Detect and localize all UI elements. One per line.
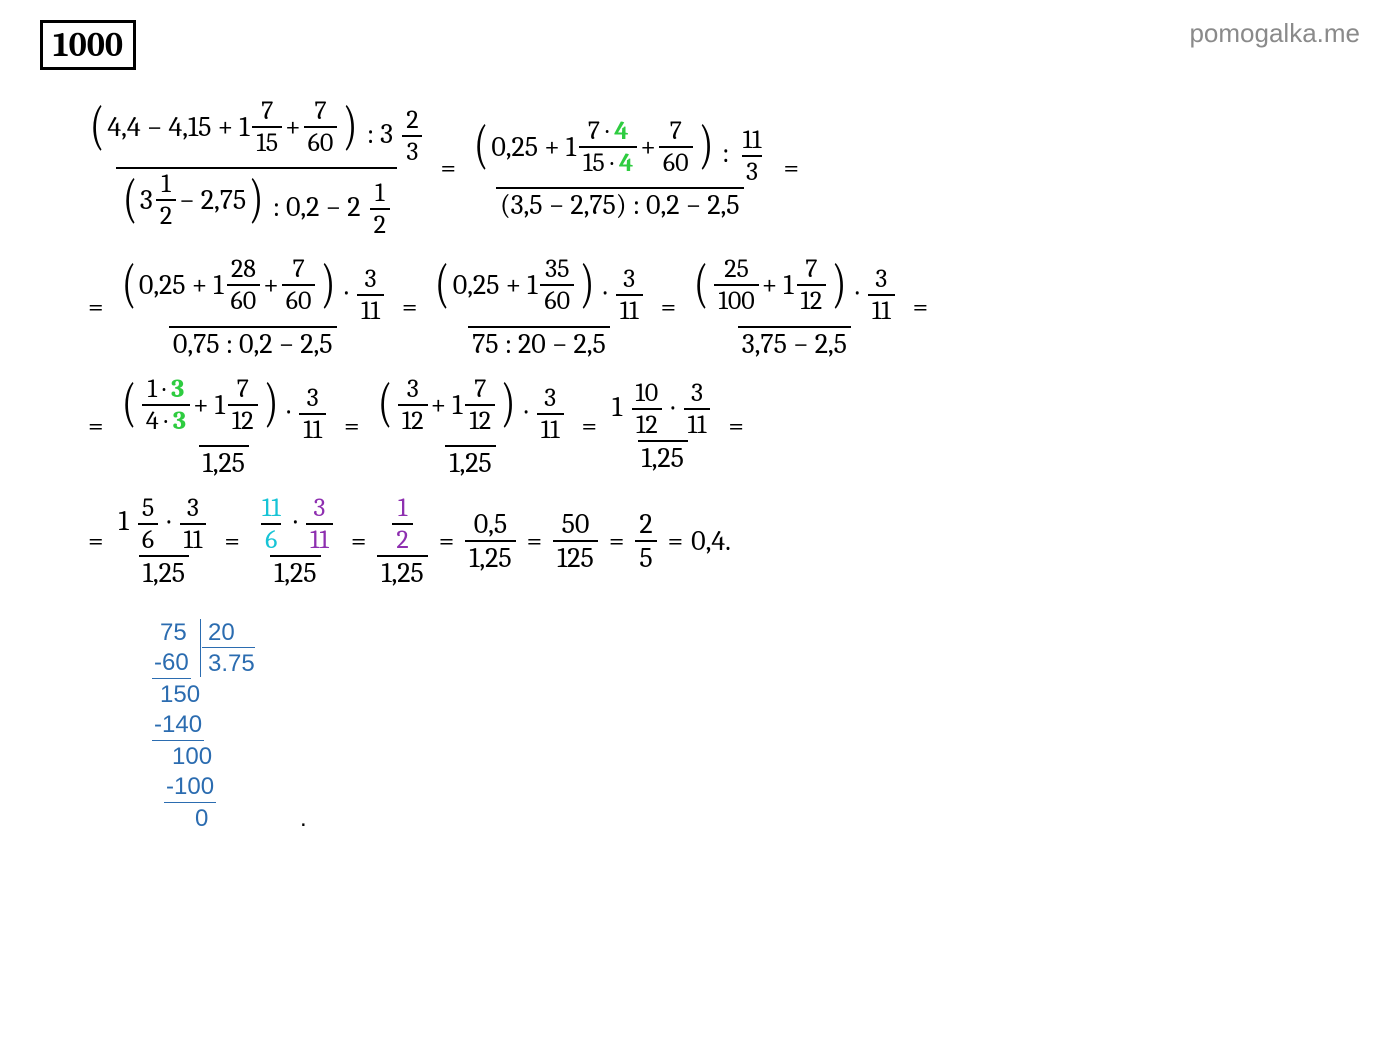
step-4: = 1 56 · 311 1,25 = 116 · 311 1,25 = 12 … [80,495,1360,587]
watermark: pomogalka.me [1189,18,1360,49]
problem-number: 1000 [40,20,136,70]
step-1: ( 4,4 − 4,15 + 1 715 + 760 ) : 3 23 ( 3 … [80,98,1360,238]
final-answer: 0,4. [691,527,731,555]
step-3: = ( 1 · 3 4 · 3 + 1 712 ) · 311 1,25 = (… [80,376,1360,477]
math-solution: ( 4,4 − 4,15 + 1 715 + 760 ) : 3 23 ( 3 … [80,98,1360,587]
step-2: = ( 0,25 + 1 2860 + 760 ) · 311 0,75 : 0… [80,256,1360,357]
